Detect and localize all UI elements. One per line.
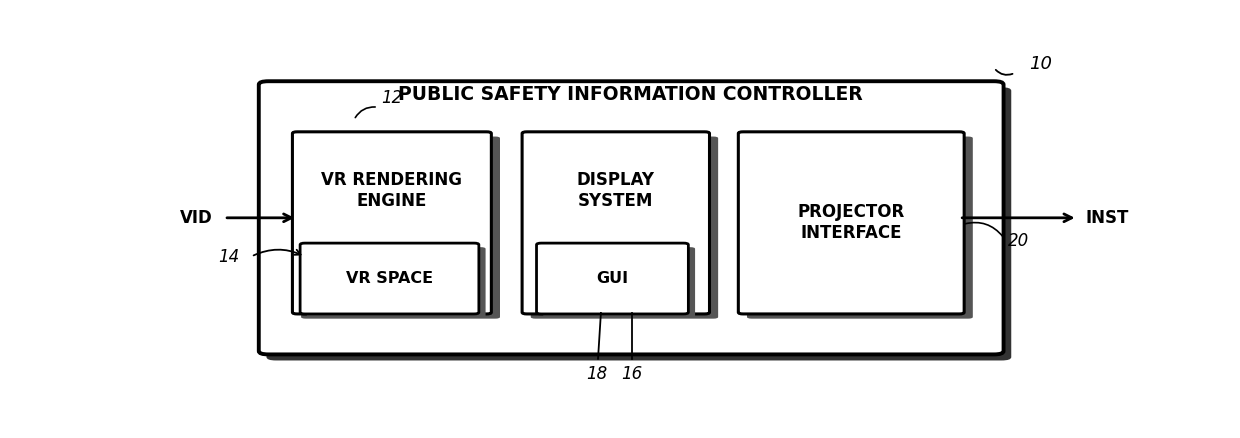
FancyBboxPatch shape: [301, 137, 500, 319]
Text: 10: 10: [1029, 55, 1053, 73]
Text: 12: 12: [381, 88, 402, 106]
Text: VR RENDERING
ENGINE: VR RENDERING ENGINE: [321, 171, 463, 210]
FancyBboxPatch shape: [300, 243, 479, 314]
FancyBboxPatch shape: [531, 137, 718, 319]
Text: PROJECTOR
INTERFACE: PROJECTOR INTERFACE: [797, 204, 905, 242]
FancyBboxPatch shape: [738, 132, 965, 314]
Text: 14: 14: [218, 247, 239, 265]
Text: 18: 18: [587, 364, 608, 382]
FancyBboxPatch shape: [306, 247, 486, 318]
Text: GUI: GUI: [596, 271, 629, 286]
Text: VR SPACE: VR SPACE: [346, 271, 433, 286]
FancyBboxPatch shape: [537, 243, 688, 314]
FancyBboxPatch shape: [293, 132, 491, 314]
FancyBboxPatch shape: [267, 87, 1012, 360]
Text: 16: 16: [621, 364, 642, 382]
Text: INST: INST: [1085, 209, 1128, 227]
FancyBboxPatch shape: [746, 137, 973, 319]
FancyBboxPatch shape: [543, 247, 696, 318]
Text: PUBLIC SAFETY INFORMATION CONTROLLER: PUBLIC SAFETY INFORMATION CONTROLLER: [398, 85, 863, 104]
Text: 20: 20: [1008, 233, 1029, 251]
FancyBboxPatch shape: [522, 132, 709, 314]
FancyBboxPatch shape: [259, 81, 1003, 354]
Text: VID: VID: [180, 209, 213, 227]
Text: DISPLAY
SYSTEM: DISPLAY SYSTEM: [577, 171, 655, 210]
